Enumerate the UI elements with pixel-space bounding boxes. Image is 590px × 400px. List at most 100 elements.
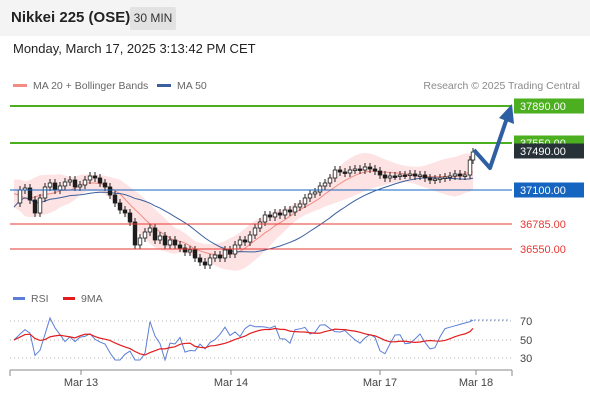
candle-body <box>157 235 163 241</box>
candle-body <box>267 214 273 218</box>
candle-body <box>372 168 378 172</box>
candle-body <box>427 177 433 181</box>
candle-body <box>217 254 223 259</box>
level-value: 37100.00 <box>520 185 566 197</box>
candle-body <box>212 254 218 259</box>
price-levels: 37890.0037550.0037490.0037100.0036785.00… <box>10 98 584 256</box>
level-label-down: 36550.00 <box>520 244 566 256</box>
candle-body <box>137 237 143 246</box>
candle-body <box>117 202 123 211</box>
level-value: 36785.00 <box>520 219 566 231</box>
candle-body <box>27 187 33 201</box>
rsi-line <box>13 316 474 362</box>
candle-body <box>317 185 323 193</box>
candle-body <box>207 257 213 266</box>
candle-body <box>432 178 438 181</box>
candle-body <box>412 173 418 177</box>
candle-body <box>172 239 178 246</box>
level-label-current: 37490.00 <box>514 143 584 159</box>
chart-header: Nikkei 225 (OSE) 30 MIN <box>0 0 590 36</box>
candle-body <box>17 189 23 204</box>
candle-body <box>192 249 198 259</box>
ma50-swatch <box>157 83 171 87</box>
level-box <box>514 182 584 198</box>
candle-body <box>397 174 403 177</box>
candle-body <box>367 166 373 170</box>
candle-body <box>332 169 338 179</box>
candle-body <box>392 175 398 178</box>
candle-body <box>222 249 228 259</box>
candle-body <box>42 186 48 199</box>
rsi-swatch <box>13 296 25 300</box>
candle-body <box>107 186 113 196</box>
candle-body <box>142 231 148 239</box>
bollinger-band-area <box>14 152 473 271</box>
candle-body <box>62 181 68 187</box>
candlesticks <box>17 148 476 269</box>
rsi-panel: 70 50 30 <box>10 316 532 365</box>
candle-body <box>67 179 73 183</box>
candle-body <box>72 179 78 188</box>
time-tick-label: Mar 18 <box>459 377 493 389</box>
instrument-title: Nikkei 225 (OSE) <box>11 9 131 26</box>
candle-body <box>47 182 53 188</box>
candle-body <box>177 244 183 249</box>
candle-body <box>407 173 413 176</box>
candle-body <box>262 214 268 223</box>
level-box <box>514 98 584 114</box>
credit-text: Research © 2025 Trading Central <box>423 80 580 92</box>
candle-body <box>342 171 348 174</box>
candle-body <box>302 197 308 205</box>
candle-body <box>167 239 173 246</box>
candle-body <box>97 177 103 184</box>
candle-body <box>162 235 168 246</box>
legend-ma50-label: MA 50 <box>177 80 207 92</box>
candle-body <box>457 173 463 177</box>
candle-body <box>82 179 88 186</box>
level-label-up: 37890.00 <box>514 98 584 114</box>
candle-body <box>377 170 383 176</box>
candle-body <box>417 174 423 177</box>
candle-body <box>152 227 158 241</box>
candle-body <box>362 166 368 171</box>
bollinger-bands <box>14 152 473 271</box>
timeframe-button[interactable]: 30 MIN <box>130 7 176 30</box>
candle-body <box>452 173 458 177</box>
legend-rsi: RSI <box>13 293 49 305</box>
candle-body <box>402 174 408 177</box>
level-label-down: 36785.00 <box>520 219 566 231</box>
candle-body <box>447 175 453 178</box>
candle-body <box>322 182 328 187</box>
forecast-arrow-head <box>499 104 514 124</box>
candle-body <box>422 174 428 179</box>
candle-body <box>287 209 293 213</box>
legend-ma50: MA 50 <box>157 80 207 92</box>
time-tick-label: Mar 13 <box>64 377 98 389</box>
candle-body <box>122 209 128 214</box>
rsi-level-label: 30 <box>520 353 532 365</box>
candle-body <box>242 239 248 243</box>
candle-body <box>352 168 358 171</box>
level-box <box>514 143 584 159</box>
ma20-swatch <box>13 83 27 87</box>
candle-body <box>57 185 63 191</box>
candle-body <box>227 249 233 255</box>
candle-body <box>292 206 298 213</box>
rsi-ma-line <box>13 327 474 356</box>
level-value: 37890.00 <box>520 101 566 113</box>
candle-body <box>147 227 153 233</box>
rsi-level-label: 70 <box>520 316 532 328</box>
legend-ma-bollinger-label: MA 20 + Bollinger Bands <box>33 80 149 92</box>
candle-body <box>92 175 98 179</box>
rsi-ma-swatch <box>63 296 75 300</box>
candle-body <box>202 261 208 266</box>
candle-body <box>187 249 193 253</box>
candle-body <box>37 197 43 214</box>
candle-body <box>257 221 263 229</box>
level-value: 36550.00 <box>520 244 566 256</box>
rsi-level-label: 50 <box>520 335 532 347</box>
timestamp: Monday, March 17, 2025 3:13:42 PM CET <box>13 41 256 56</box>
candle-body <box>237 239 243 246</box>
candle-body <box>437 177 443 180</box>
